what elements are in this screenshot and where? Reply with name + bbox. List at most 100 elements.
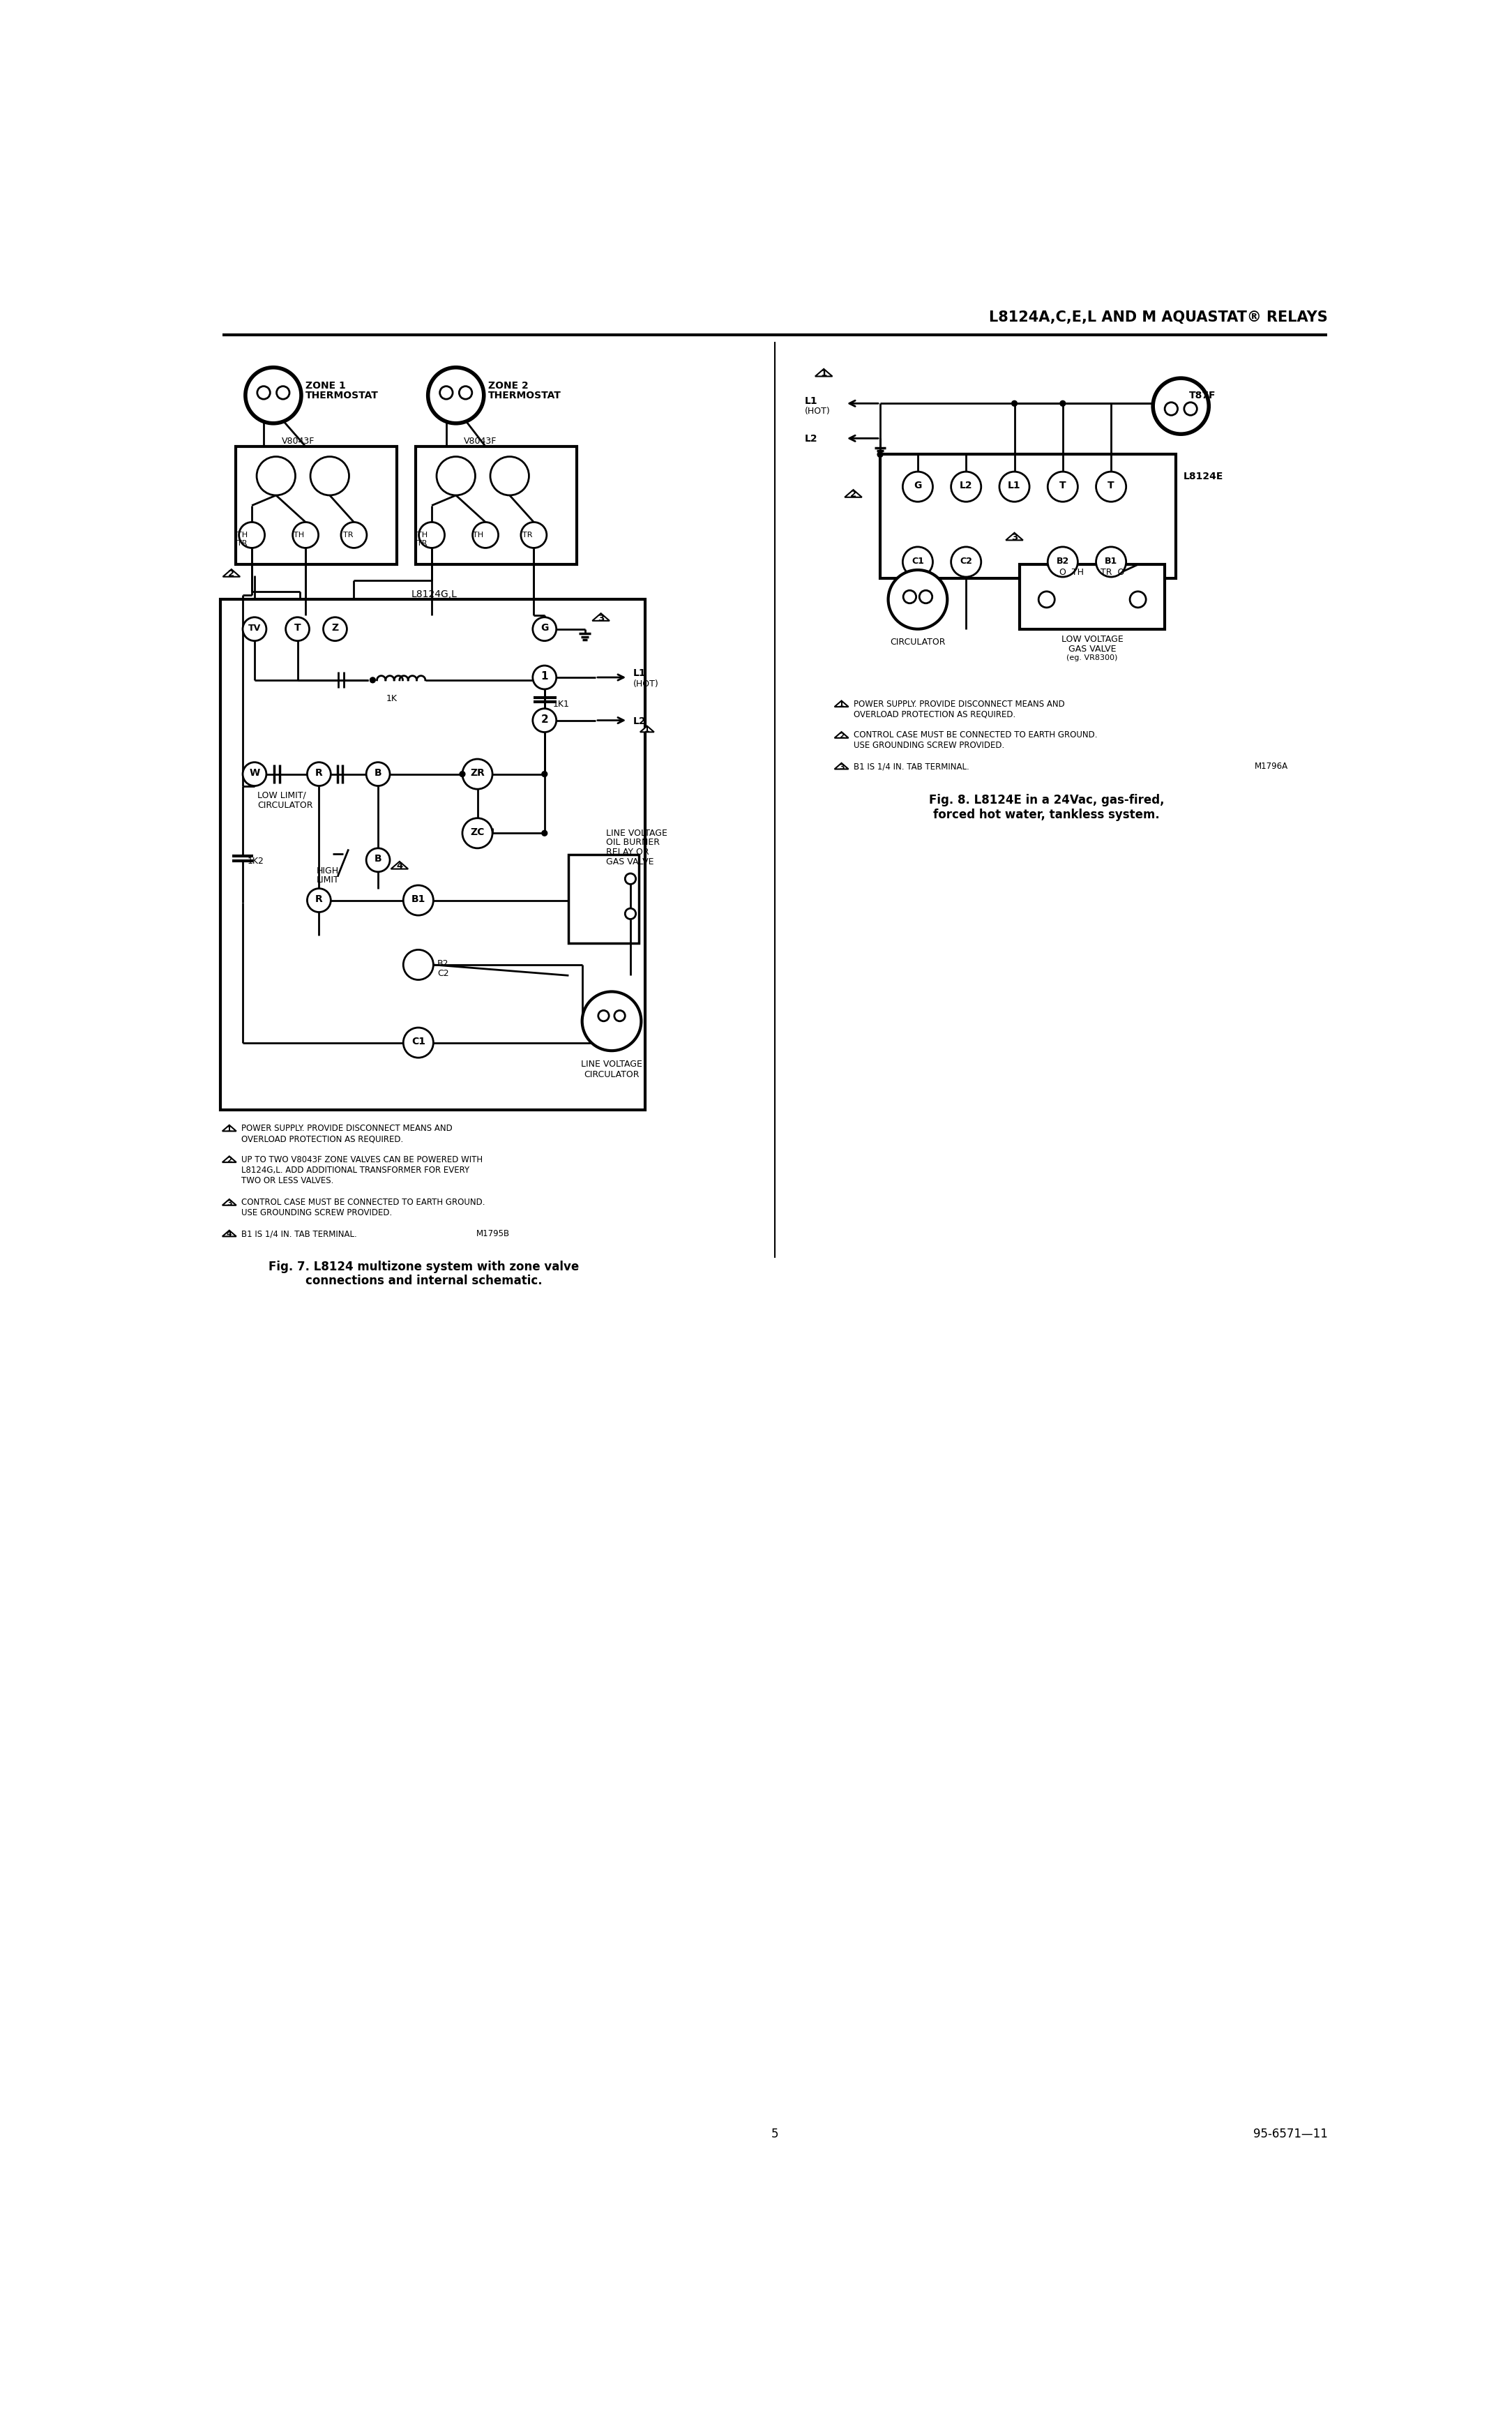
Text: TH: TH [473, 532, 484, 539]
Text: L1: L1 [804, 396, 818, 405]
Circle shape [463, 818, 493, 849]
Circle shape [522, 522, 547, 549]
Text: B: B [375, 767, 381, 777]
Text: L2: L2 [960, 481, 972, 490]
Circle shape [624, 908, 637, 920]
Text: B: B [375, 854, 381, 864]
Text: 2: 2 [541, 714, 549, 726]
Circle shape [307, 762, 331, 786]
Text: C2: C2 [960, 556, 972, 565]
Circle shape [1096, 549, 1126, 578]
Text: TR: TR [522, 532, 532, 539]
Text: LOW VOLTAGE: LOW VOLTAGE [1061, 636, 1123, 643]
Text: 5: 5 [771, 2126, 779, 2141]
Bar [221, 599, 646, 1109]
Circle shape [257, 386, 271, 400]
Text: C1: C1 [411, 1036, 425, 1046]
Polygon shape [222, 1126, 236, 1131]
Text: B1 IS 1/4 IN. TAB TERMINAL.: B1 IS 1/4 IN. TAB TERMINAL. [853, 762, 969, 772]
Text: W: W [249, 767, 260, 777]
Text: M1795B: M1795B [476, 1228, 510, 1238]
Text: ZONE 2: ZONE 2 [488, 381, 528, 391]
Text: (HOT): (HOT) [634, 680, 659, 689]
Circle shape [460, 772, 466, 777]
Text: 95-6571—11: 95-6571—11 [1253, 2126, 1328, 2141]
Polygon shape [835, 733, 848, 738]
Polygon shape [815, 369, 833, 376]
Circle shape [460, 386, 472, 400]
Polygon shape [593, 614, 609, 621]
Circle shape [532, 709, 556, 733]
Circle shape [888, 570, 948, 629]
Text: OIL BURNER: OIL BURNER [606, 837, 659, 847]
Polygon shape [392, 862, 408, 869]
Text: CIRCULATOR: CIRCULATOR [584, 1070, 640, 1080]
Text: CONTROL CASE MUST BE CONNECTED TO EARTH GROUND.
USE GROUNDING SCREW PROVIDED.: CONTROL CASE MUST BE CONNECTED TO EARTH … [240, 1197, 485, 1218]
Text: TH: TH [237, 532, 248, 539]
Text: 1: 1 [227, 1126, 231, 1133]
Text: (HOT): (HOT) [804, 408, 830, 415]
Polygon shape [222, 1230, 236, 1238]
Text: 1K: 1K [386, 694, 398, 704]
Circle shape [541, 772, 547, 777]
Text: O  TH      TR  O: O TH TR O [1060, 568, 1125, 578]
Circle shape [437, 456, 475, 495]
Text: (eg. VR8300): (eg. VR8300) [1066, 655, 1117, 660]
Text: TV: TV [248, 624, 262, 633]
Circle shape [307, 888, 331, 913]
Circle shape [293, 522, 319, 549]
Circle shape [419, 522, 445, 549]
Text: LINE VOLTAGE: LINE VOLTAGE [606, 828, 668, 837]
Text: CIRCULATOR: CIRCULATOR [257, 801, 313, 808]
Text: G: G [913, 481, 922, 490]
Text: 1K2: 1K2 [246, 857, 263, 866]
Polygon shape [1005, 534, 1024, 541]
Text: B1: B1 [1105, 556, 1117, 565]
Circle shape [1129, 592, 1146, 609]
Circle shape [286, 619, 310, 641]
Circle shape [999, 473, 1030, 502]
Circle shape [1096, 473, 1126, 502]
Text: M1796A: M1796A [1255, 762, 1288, 772]
Text: TR: TR [237, 539, 246, 546]
Text: TR: TR [417, 539, 426, 546]
Circle shape [1154, 379, 1208, 434]
Bar [1019, 565, 1164, 629]
Text: V8043F: V8043F [281, 437, 314, 444]
Text: 4: 4 [396, 862, 402, 871]
Polygon shape [222, 1199, 236, 1206]
Circle shape [428, 369, 484, 425]
Circle shape [532, 619, 556, 641]
Circle shape [463, 760, 493, 789]
Circle shape [599, 1010, 609, 1022]
Text: T: T [1060, 481, 1066, 490]
Circle shape [243, 762, 266, 786]
Text: ZR: ZR [470, 767, 485, 777]
Circle shape [1164, 403, 1178, 415]
Circle shape [541, 830, 547, 837]
Text: V8043F: V8043F [464, 437, 497, 444]
Circle shape [951, 549, 981, 578]
Circle shape [532, 665, 556, 689]
Text: ZC: ZC [470, 828, 484, 837]
Bar [880, 454, 1175, 578]
Bar [236, 447, 396, 565]
Circle shape [903, 590, 916, 604]
Text: B1: B1 [411, 893, 425, 903]
Circle shape [404, 886, 434, 915]
Circle shape [440, 386, 452, 400]
Circle shape [614, 1010, 624, 1022]
Polygon shape [640, 726, 655, 733]
Text: C2: C2 [437, 968, 449, 978]
Circle shape [404, 949, 434, 981]
Text: L8124G,L: L8124G,L [411, 590, 458, 599]
Circle shape [490, 456, 529, 495]
Text: L8124E: L8124E [1184, 471, 1223, 481]
Text: TH: TH [417, 532, 428, 539]
Circle shape [324, 619, 346, 641]
Circle shape [1048, 473, 1078, 502]
Text: L2: L2 [634, 716, 646, 726]
Circle shape [369, 677, 376, 684]
Text: 3: 3 [1012, 534, 1018, 541]
Text: L2: L2 [804, 434, 818, 444]
